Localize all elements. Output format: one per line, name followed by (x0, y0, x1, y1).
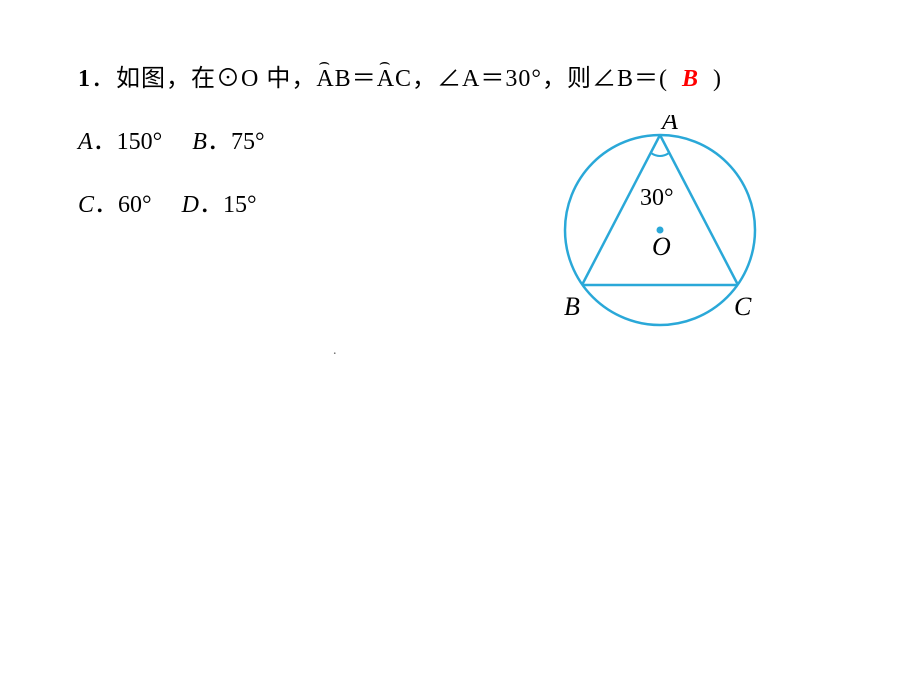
label-c: C (734, 292, 752, 321)
dot-mark: . (333, 343, 337, 359)
question-stem: 1．如图，在⊙O 中，AB＝AC，∠A＝30°，则∠B＝( B ) (78, 58, 920, 93)
label-o: O (652, 232, 671, 261)
option-a-label: A (78, 129, 93, 155)
option-c-text: ．60° (94, 192, 152, 218)
stem-mid: ，∠A＝30°，则∠B＝( (412, 66, 668, 92)
arc-ab: AB (316, 66, 351, 93)
label-b: B (564, 292, 580, 321)
stem-prefix: ．如图，在⊙O 中， (91, 66, 316, 92)
option-b-text: ．75° (207, 129, 265, 155)
option-b-label: B (192, 129, 207, 155)
equals1: ＝ (352, 66, 377, 92)
option-a-text: ．150° (93, 129, 163, 155)
option-d-label: D (182, 192, 199, 218)
geometry-diagram: A B C O 30° (540, 115, 800, 360)
label-a: A (660, 115, 678, 135)
q-number: 1 (78, 66, 91, 92)
option-c-label: C (78, 192, 94, 218)
arc-ac: AC (377, 66, 412, 93)
answer-letter: B (682, 66, 699, 92)
circle-triangle-svg: A B C O 30° (540, 115, 800, 355)
angle-arc (651, 153, 669, 156)
stem-close: ) (713, 66, 722, 92)
angle-30: 30° (640, 185, 674, 211)
option-d-text: ．15° (199, 192, 257, 218)
